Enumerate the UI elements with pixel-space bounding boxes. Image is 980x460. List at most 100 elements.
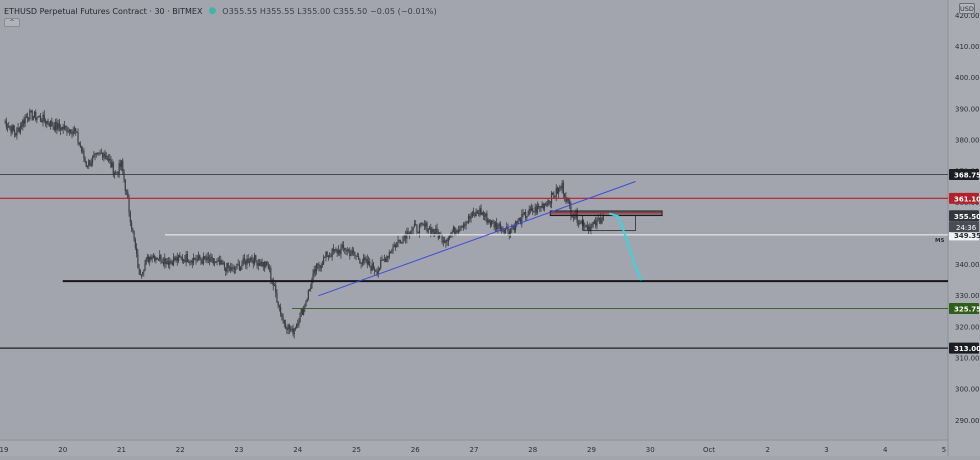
candle-body (479, 208, 481, 215)
candle-body (236, 263, 238, 270)
candle-body (111, 162, 113, 168)
x-tick-label: 25 (352, 446, 361, 454)
candle-body (66, 127, 68, 133)
candle-body (346, 249, 348, 252)
candle-body (138, 268, 140, 271)
candle-body (476, 211, 478, 214)
candle-body (120, 160, 123, 167)
candle-body (471, 212, 473, 218)
candle-body (127, 191, 129, 199)
candle-body (177, 254, 180, 261)
candle-body (427, 229, 429, 232)
candle-body (332, 248, 335, 252)
candle-body (62, 126, 64, 130)
candle-body (451, 232, 453, 234)
candle-body (347, 249, 350, 251)
time-axis-panel (0, 440, 948, 456)
candle-body (525, 212, 527, 219)
candle-body (30, 110, 32, 112)
candle-body (222, 263, 224, 265)
candle-body (180, 256, 182, 258)
candle-body (77, 132, 79, 143)
candle-body (24, 117, 26, 124)
candle-body (149, 256, 151, 262)
candle-body (196, 258, 198, 261)
candle-body (170, 260, 172, 262)
candle-body (109, 158, 111, 161)
candle-body (369, 261, 371, 267)
candle-body (162, 262, 165, 265)
collapse-legend-button[interactable]: ^ (4, 18, 20, 27)
candle-body (261, 261, 263, 267)
candle-body (447, 238, 450, 242)
candle-body (195, 259, 197, 261)
candle-body (174, 257, 176, 261)
candle-body (535, 206, 537, 213)
candle-body (39, 115, 42, 121)
candle-body (145, 258, 147, 264)
candle-body (308, 289, 311, 291)
candle-body (143, 270, 145, 272)
candle-body (277, 302, 279, 306)
candle-body (462, 224, 465, 228)
candle-body (365, 259, 367, 260)
candle-body (399, 240, 402, 244)
candle-body (436, 228, 438, 233)
candle-body (304, 306, 306, 308)
candle-body (76, 132, 78, 133)
candle-body (56, 122, 58, 130)
candle-body (186, 254, 188, 263)
status-dot-icon: ● (208, 6, 217, 16)
currency-button[interactable]: USD (959, 3, 975, 14)
candle-body (472, 212, 475, 214)
candle-body (288, 324, 290, 330)
candle-body (238, 264, 241, 271)
candle-body (139, 270, 141, 275)
candle-body (245, 260, 247, 265)
candle-body (543, 203, 546, 209)
candle-body (320, 265, 322, 269)
candle-body (403, 235, 405, 237)
candle-body (152, 255, 154, 258)
y-tick-label: 310.00 (955, 355, 980, 363)
price-badge-label: 368.75 (954, 171, 980, 179)
candle-body (240, 266, 242, 271)
candle-body (5, 121, 7, 128)
symbol-header: ETHUSD Perpetual Futures Contract · 30 ·… (4, 4, 437, 18)
candle-body (116, 172, 118, 174)
candle-body (542, 203, 544, 209)
candle-body (344, 247, 346, 251)
candle-body (392, 246, 394, 252)
candle-body (431, 228, 433, 234)
candle-body (558, 187, 560, 194)
candle-body (167, 261, 170, 265)
candle-body (242, 258, 244, 265)
candle-body (595, 220, 597, 226)
x-tick-label: 3 (824, 446, 828, 454)
candle-body (220, 260, 222, 265)
candle-body (579, 223, 581, 224)
candle-body (376, 272, 378, 275)
symbol-title[interactable]: ETHUSD Perpetual Futures Contract · 30 ·… (4, 6, 203, 16)
candle-body (161, 261, 163, 263)
countdown-label: 24:36 (956, 224, 977, 232)
candle-body (466, 221, 468, 223)
candle-body (181, 257, 183, 261)
candle-body (105, 155, 107, 160)
candle-body (366, 259, 368, 265)
candle-body (382, 259, 384, 261)
candle-body (26, 116, 29, 118)
candle-body (536, 205, 539, 213)
candle-body (205, 258, 207, 261)
candle-body (164, 258, 166, 265)
candle-body (362, 257, 365, 263)
candle-body (268, 268, 271, 270)
candle-body (75, 128, 77, 133)
candle-body (305, 301, 307, 307)
candle-body (192, 257, 195, 264)
x-tick-label: 29 (587, 446, 596, 454)
candle-body (299, 312, 301, 322)
candle-body (336, 249, 338, 254)
